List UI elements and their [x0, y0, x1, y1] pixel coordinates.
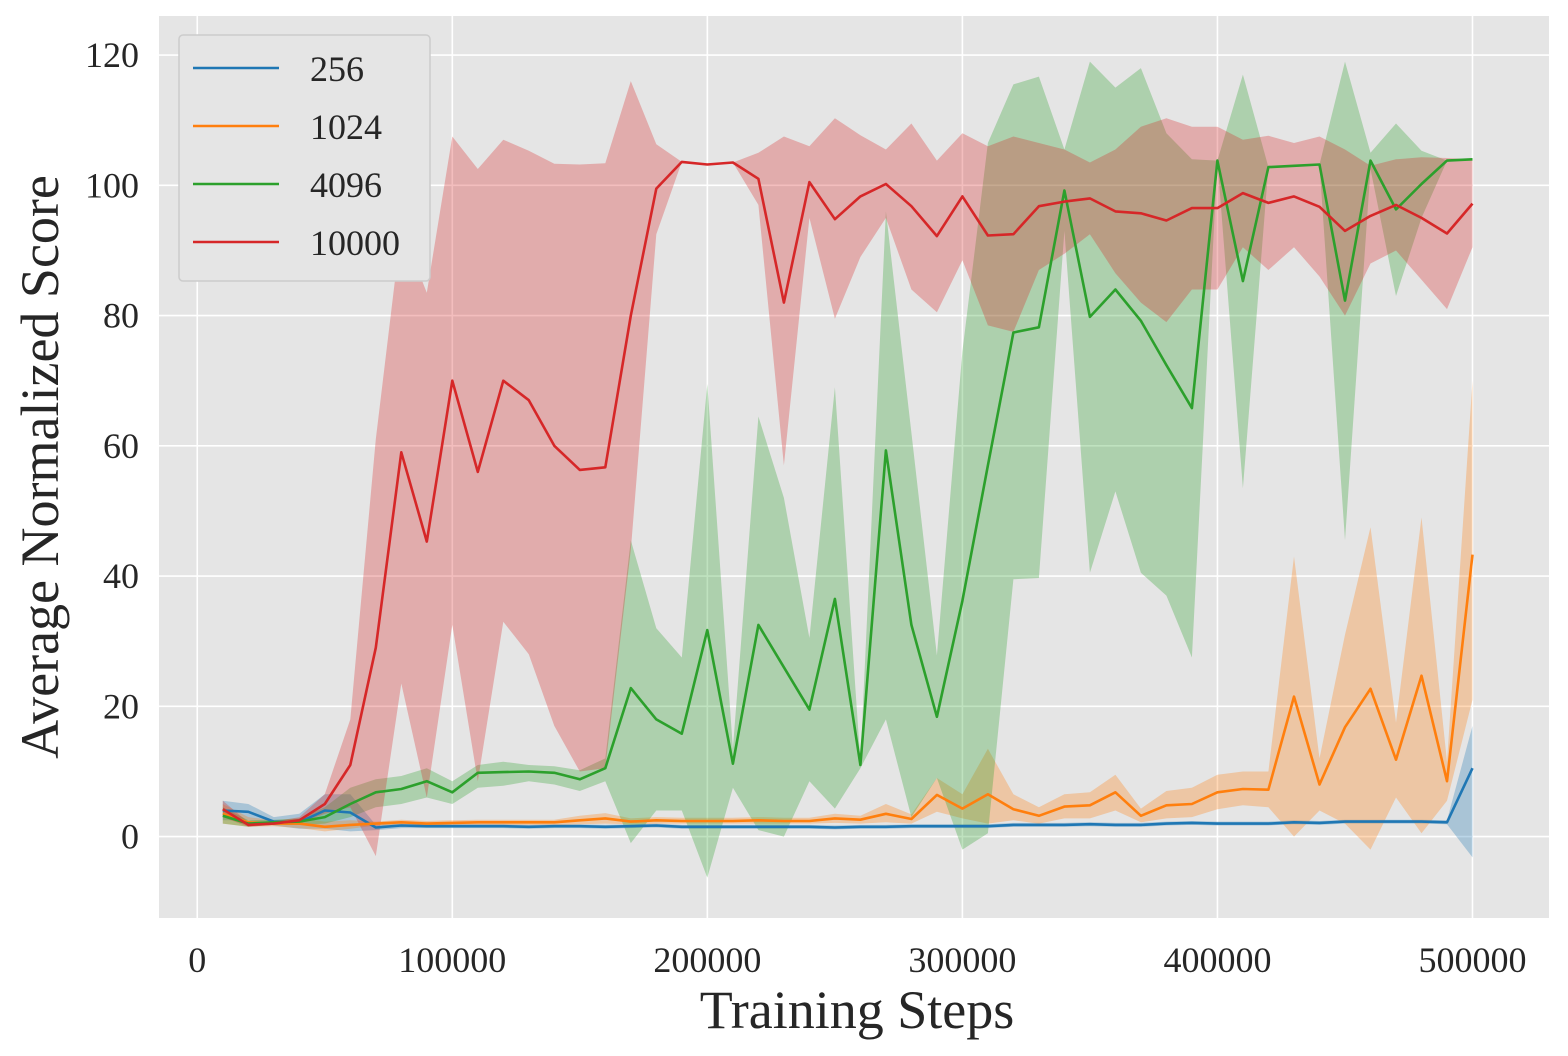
x-tick-label: 100000 — [398, 940, 506, 980]
line-10000 — [222, 160, 1474, 827]
y-axis-title: Average Normalized Score — [10, 175, 70, 759]
x-tick-label: 300000 — [908, 940, 1016, 980]
line-256 — [222, 767, 1474, 829]
y-tick-label: 0 — [121, 817, 139, 857]
grid — [159, 16, 1549, 918]
y-tick-label: 60 — [103, 426, 139, 466]
band-1024 — [222, 380, 1473, 850]
legend-box — [178, 34, 431, 282]
legend-label-10000: 10000 — [310, 223, 400, 263]
band-10000 — [222, 81, 1473, 857]
y-tick-labels: 0 20 40 60 80 100 120 — [85, 35, 139, 857]
y-tick-label: 100 — [85, 165, 139, 205]
x-tick-label: 400000 — [1163, 940, 1271, 980]
x-axis-title: Training Steps — [700, 980, 1015, 1040]
y-tick-label: 40 — [103, 556, 139, 596]
legend: 256 1024 4096 10000 — [178, 34, 431, 282]
x-tick-label: 500000 — [1418, 940, 1526, 980]
legend-label-256: 256 — [310, 49, 364, 89]
x-tick-label: 0 — [188, 940, 206, 980]
legend-label-1024: 1024 — [310, 107, 382, 147]
x-tick-label: 200000 — [653, 940, 761, 980]
band-4096 — [222, 61, 1473, 878]
legend-label-4096: 4096 — [310, 165, 382, 205]
y-tick-label: 120 — [85, 35, 139, 75]
series-lines — [222, 158, 1474, 829]
y-tick-label: 20 — [103, 686, 139, 726]
y-tick-label: 80 — [103, 296, 139, 336]
x-tick-labels: 0 100000 200000 300000 400000 500000 — [188, 940, 1526, 980]
line-4096 — [222, 158, 1473, 825]
line-1024 — [222, 554, 1474, 829]
